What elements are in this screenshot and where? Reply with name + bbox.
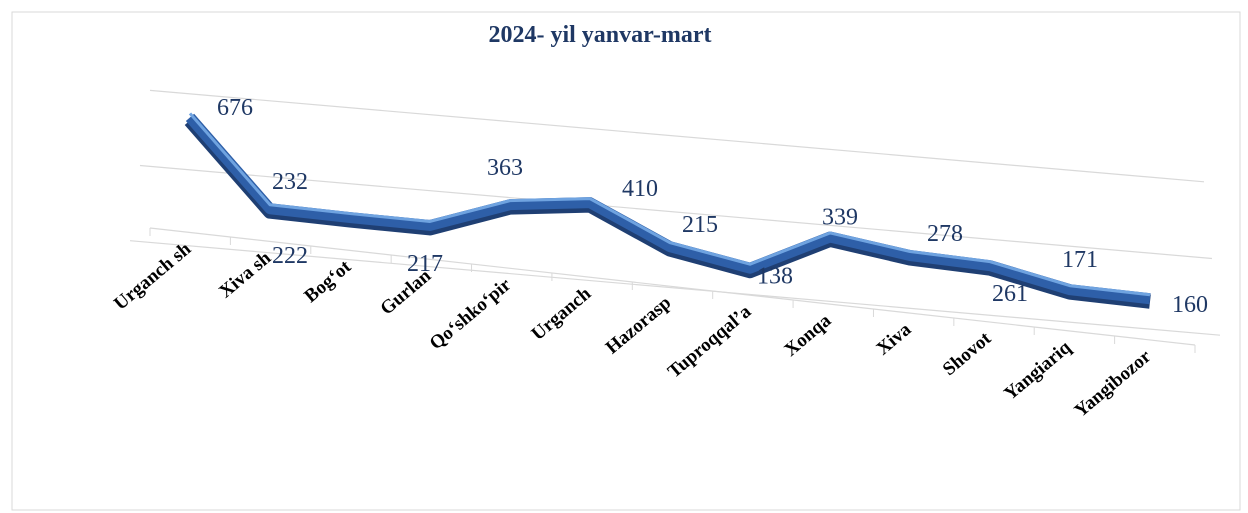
data-label: 217 [407, 251, 443, 277]
data-label: 363 [487, 155, 523, 181]
x-axis [149, 227, 1196, 346]
data-label: 676 [217, 95, 253, 121]
data-label: 261 [992, 281, 1028, 307]
data-label: 138 [757, 264, 793, 290]
data-label: 232 [272, 169, 308, 195]
data-line [185, 113, 1151, 305]
data-label: 171 [1062, 247, 1098, 273]
chart-frame [11, 11, 1241, 511]
data-label: 160 [1172, 292, 1208, 318]
data-label: 215 [682, 212, 718, 238]
grid-line [129, 240, 1221, 336]
data-label: 278 [927, 221, 963, 247]
line-highlight [188, 112, 1151, 297]
data-label: 222 [272, 243, 308, 269]
grid-line [149, 89, 1205, 183]
chart-title: 2024- yil yanvar-mart [488, 22, 711, 48]
data-label: 410 [622, 176, 658, 202]
grid-line [139, 164, 1213, 260]
data-label: 339 [822, 204, 858, 230]
